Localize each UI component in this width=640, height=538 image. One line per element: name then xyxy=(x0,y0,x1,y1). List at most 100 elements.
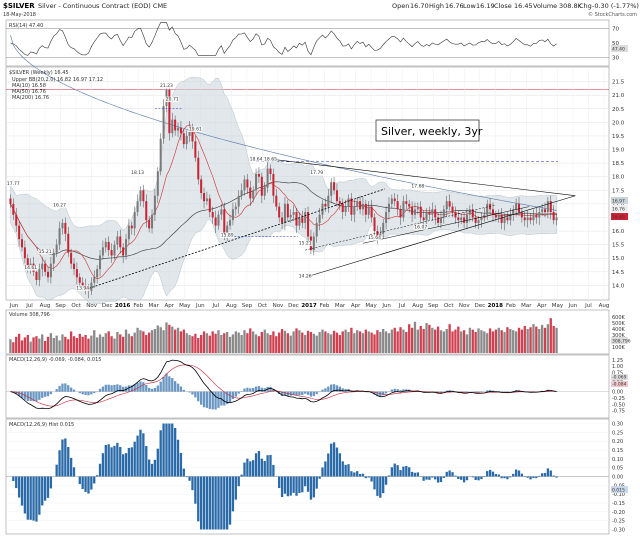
volume-bar xyxy=(269,335,272,353)
macd-histogram-bar xyxy=(87,476,90,494)
candle-body xyxy=(523,217,526,221)
candle-body xyxy=(500,214,503,223)
macd-hist-bar xyxy=(295,391,298,396)
candle-body xyxy=(237,195,240,207)
price-point-label: 18.65 xyxy=(264,156,277,162)
macd-histogram-bar xyxy=(428,476,431,480)
macd-histogram-bar xyxy=(434,476,437,480)
macd-histogram-bar xyxy=(139,429,142,477)
rsi-legend: RSI(14) 47.40 xyxy=(9,23,43,29)
volume-bar xyxy=(332,330,336,353)
macd-histogram-bar xyxy=(23,476,27,514)
volume-bar xyxy=(497,327,500,353)
volume-bar xyxy=(29,341,32,353)
volume-bar xyxy=(81,336,84,353)
macd-hist-bar xyxy=(506,391,509,393)
macd-histogram-bar xyxy=(364,476,368,479)
macd-hist-bar xyxy=(171,378,174,392)
price-y-tick: 14.5 xyxy=(612,270,625,276)
macd-hist-bar xyxy=(191,391,194,395)
candle-body xyxy=(465,214,468,223)
candle-body xyxy=(99,255,102,270)
macd-last-tag xyxy=(611,374,628,380)
candle-body xyxy=(263,187,266,196)
signal-last-label: -0.084 xyxy=(612,382,627,388)
volume-bar xyxy=(410,327,414,353)
macd-hist-bar xyxy=(87,391,90,396)
candle-body xyxy=(151,214,154,229)
macd-hist-bar xyxy=(298,391,301,396)
macd-hist-bar xyxy=(324,388,327,392)
candle-body xyxy=(231,209,234,221)
volume-bar xyxy=(159,327,162,353)
volume-bar xyxy=(540,324,544,353)
macd-histogram-bar xyxy=(538,475,541,477)
macd-histogram-bar xyxy=(506,476,509,480)
candle-body xyxy=(260,176,263,196)
macd-histogram-bar xyxy=(555,476,558,478)
candle-body xyxy=(73,263,76,270)
volume-bar xyxy=(191,336,194,353)
macd-histogram-bar xyxy=(517,470,521,477)
macd-hist-bar xyxy=(38,391,41,400)
macd-histogram-bar xyxy=(529,476,532,480)
candle-body xyxy=(448,201,451,207)
volume-bar xyxy=(165,322,168,353)
candle-body xyxy=(44,263,47,272)
price-y-tick: 19.0 xyxy=(612,148,625,154)
volume-bar xyxy=(543,327,547,353)
volume-bar xyxy=(52,338,55,353)
macd-hist-bar xyxy=(445,390,448,392)
macd-hist-bar xyxy=(260,387,263,392)
macd-hist-bar xyxy=(494,391,498,392)
candle-body xyxy=(347,198,350,207)
candle-body xyxy=(471,209,474,218)
volume-bar xyxy=(517,327,521,353)
x-tick-label: Jun xyxy=(568,303,578,309)
macd-histogram-bar xyxy=(289,476,292,496)
macd-histogram-bar xyxy=(491,471,495,477)
macd-hist-bar xyxy=(315,391,318,395)
price-y-tick: 15.5 xyxy=(612,243,625,249)
macd-histogram-bar xyxy=(173,427,177,477)
volume-bar xyxy=(72,336,76,353)
volume-bar xyxy=(220,335,223,353)
macd-histogram-bar xyxy=(64,438,67,477)
candle-body xyxy=(257,173,260,177)
macd-hist-bar xyxy=(61,383,64,392)
price-legend-bb: Upper BB(20,2.0) 16.82 16.97 17.12 xyxy=(12,77,103,83)
volume-bar xyxy=(431,327,434,353)
volume-bar xyxy=(546,324,550,353)
x-tick-label: Feb xyxy=(506,303,516,309)
candle-body xyxy=(428,212,431,215)
macd-hist-bar xyxy=(41,391,44,398)
macd-histogram-bar xyxy=(304,476,307,487)
macd-hist-bar xyxy=(205,391,209,408)
macd-histogram-bar xyxy=(327,453,330,477)
macd-histogram-bar xyxy=(136,435,139,477)
candle-body xyxy=(512,209,515,215)
macd-hist-bar xyxy=(98,388,102,392)
macd-histogram-bar xyxy=(483,476,486,478)
macd-histogram-bar xyxy=(373,476,376,490)
volume-bar xyxy=(338,335,342,353)
volume-bar xyxy=(32,337,35,353)
macd-histogram-bar xyxy=(549,470,552,477)
price-label-bg xyxy=(309,169,324,176)
ma-last-tag xyxy=(611,205,628,212)
macd-histogram-bar xyxy=(260,458,263,477)
candle-body xyxy=(379,233,382,237)
macd-hist-bar xyxy=(208,391,211,409)
macd-hist-bar xyxy=(46,391,50,397)
macd-histogram-bar xyxy=(176,439,180,477)
price-point-label: 13.94 xyxy=(76,285,89,291)
macd-histogram-bar xyxy=(338,453,342,477)
volume-bar xyxy=(344,329,347,353)
macd-histogram-bar xyxy=(90,476,93,490)
volume-bar xyxy=(278,332,281,353)
macd-histogram-bar xyxy=(312,476,315,498)
hist-y-tick: -0.20 xyxy=(612,510,625,516)
candle-body xyxy=(408,203,411,207)
macd-hist-bar xyxy=(399,390,402,392)
candle-body xyxy=(434,209,437,218)
